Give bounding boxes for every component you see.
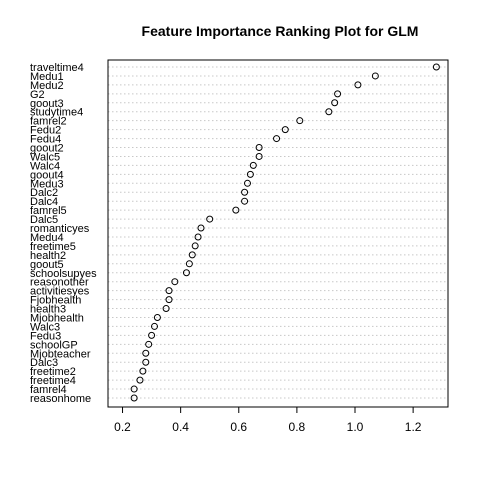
feature-label: Dalc3 [30, 357, 58, 369]
data-point [182, 269, 190, 277]
feature-label: freetime5 [30, 241, 76, 253]
feature-label: freetime2 [30, 366, 76, 378]
data-point [165, 296, 173, 304]
plot-frame [107, 59, 449, 408]
feature-label: studytime4 [30, 107, 83, 119]
data-point [197, 224, 205, 232]
data-point [273, 135, 281, 143]
data-point [153, 313, 161, 321]
feature-label: famrel4 [30, 384, 67, 396]
data-point [191, 242, 199, 250]
data-point [334, 90, 342, 98]
x-tick-label: 0.8 [289, 420, 306, 434]
data-point [246, 170, 254, 178]
chart-title: Feature Importance Ranking Plot for GLM [142, 23, 419, 39]
feature-label: goout2 [30, 143, 64, 155]
data-point [432, 63, 440, 71]
data-point [281, 126, 289, 134]
feature-label: schoolsupyes [30, 268, 97, 280]
feature-label: Fedu3 [30, 330, 61, 342]
feature-label: Dalc4 [30, 196, 58, 208]
feature-label: famrel5 [30, 205, 67, 217]
x-tick-label: 1.0 [347, 420, 364, 434]
feature-label: health3 [30, 304, 66, 316]
feature-label: Mjobteacher [30, 348, 91, 360]
data-point [150, 322, 158, 330]
data-point [206, 215, 214, 223]
data-point [243, 179, 251, 187]
data-point [145, 340, 153, 348]
feature-label: goout4 [30, 169, 64, 181]
data-point [130, 394, 138, 402]
feature-label: romanticyes [30, 223, 90, 235]
feature-label: Fjobhealth [30, 295, 81, 307]
data-point [188, 251, 196, 259]
feature-label: Fedu4 [30, 134, 61, 146]
feature-label: Walc5 [30, 151, 60, 163]
feature-label: schoolGP [30, 339, 78, 351]
feature-label: Dalc2 [30, 187, 58, 199]
feature-label: Medu3 [30, 178, 64, 190]
feature-label: Medu4 [30, 232, 64, 244]
data-point [139, 367, 147, 375]
feature-label: health2 [30, 250, 66, 262]
data-point [331, 99, 339, 107]
x-tick-label: 0.6 [230, 420, 247, 434]
data-point [194, 233, 202, 241]
data-point [232, 206, 240, 214]
feature-label: Medu2 [30, 80, 64, 92]
x-axis: 0.2 0.4 0.6 0.8 1.0 1.2 [114, 407, 422, 434]
feature-labels: traveltime4Medu1Medu2G2goout3studytime4f… [30, 62, 97, 405]
data-point [142, 349, 150, 357]
grid-lines [108, 66, 448, 399]
feature-label: G2 [30, 89, 45, 101]
data-point [371, 72, 379, 80]
data-point [325, 108, 333, 116]
data-point [165, 287, 173, 295]
data-point [354, 81, 362, 89]
feature-label: Walc4 [30, 160, 60, 172]
x-tick-label: 0.4 [172, 420, 189, 434]
importance-points [130, 63, 440, 402]
data-point [296, 117, 304, 125]
data-point [241, 197, 249, 205]
data-point [162, 305, 170, 313]
x-tick-label: 1.2 [405, 420, 422, 434]
feature-label: reasonother [30, 277, 89, 289]
data-point [185, 260, 193, 268]
feature-label: Medu1 [30, 71, 64, 83]
feature-label: traveltime4 [30, 62, 84, 74]
feature-label: freetime4 [30, 375, 76, 387]
data-point [171, 278, 179, 286]
data-point [255, 152, 263, 160]
data-point [249, 161, 257, 169]
feature-label: Fedu2 [30, 125, 61, 137]
x-tick-label: 0.2 [114, 420, 131, 434]
feature-label: Walc3 [30, 321, 60, 333]
feature-label: famrel2 [30, 116, 67, 128]
data-point [130, 385, 138, 393]
data-point [136, 376, 144, 384]
data-point [255, 144, 263, 152]
feature-label: goout5 [30, 259, 64, 271]
feature-label: Mjobhealth [30, 312, 84, 324]
feature-label: activitiesyes [30, 286, 90, 298]
data-point [241, 188, 249, 196]
feature-label: reasonhome [30, 393, 91, 405]
feature-label: Dalc5 [30, 214, 58, 226]
feature-label: goout3 [30, 98, 64, 110]
data-point [148, 331, 156, 339]
data-point [142, 358, 150, 366]
